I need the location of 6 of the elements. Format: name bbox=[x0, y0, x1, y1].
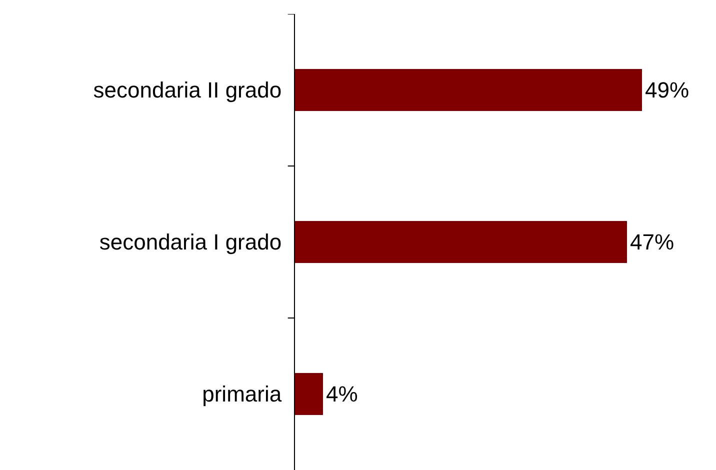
y-tick-label: primaria bbox=[202, 382, 282, 407]
y-tick-label: secondaria I grado bbox=[99, 230, 282, 255]
y-tick-label: secondaria II grado bbox=[93, 78, 282, 103]
data-label: 49% bbox=[645, 78, 690, 102]
data-label: 47% bbox=[630, 230, 674, 254]
data-label: 4% bbox=[326, 382, 358, 406]
